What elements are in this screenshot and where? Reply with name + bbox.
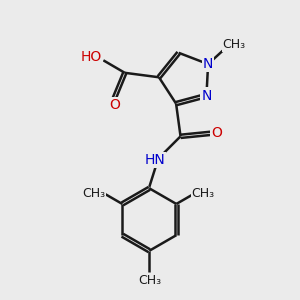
Text: O: O [212, 126, 222, 140]
Text: HO: HO [80, 50, 101, 64]
Text: HN: HN [144, 153, 165, 167]
Text: O: O [109, 98, 120, 112]
Text: CH₃: CH₃ [82, 187, 105, 200]
Text: CH₃: CH₃ [138, 274, 161, 287]
Text: N: N [201, 88, 212, 103]
Text: CH₃: CH₃ [192, 187, 215, 200]
Text: CH₃: CH₃ [223, 38, 246, 51]
Text: N: N [203, 57, 213, 71]
